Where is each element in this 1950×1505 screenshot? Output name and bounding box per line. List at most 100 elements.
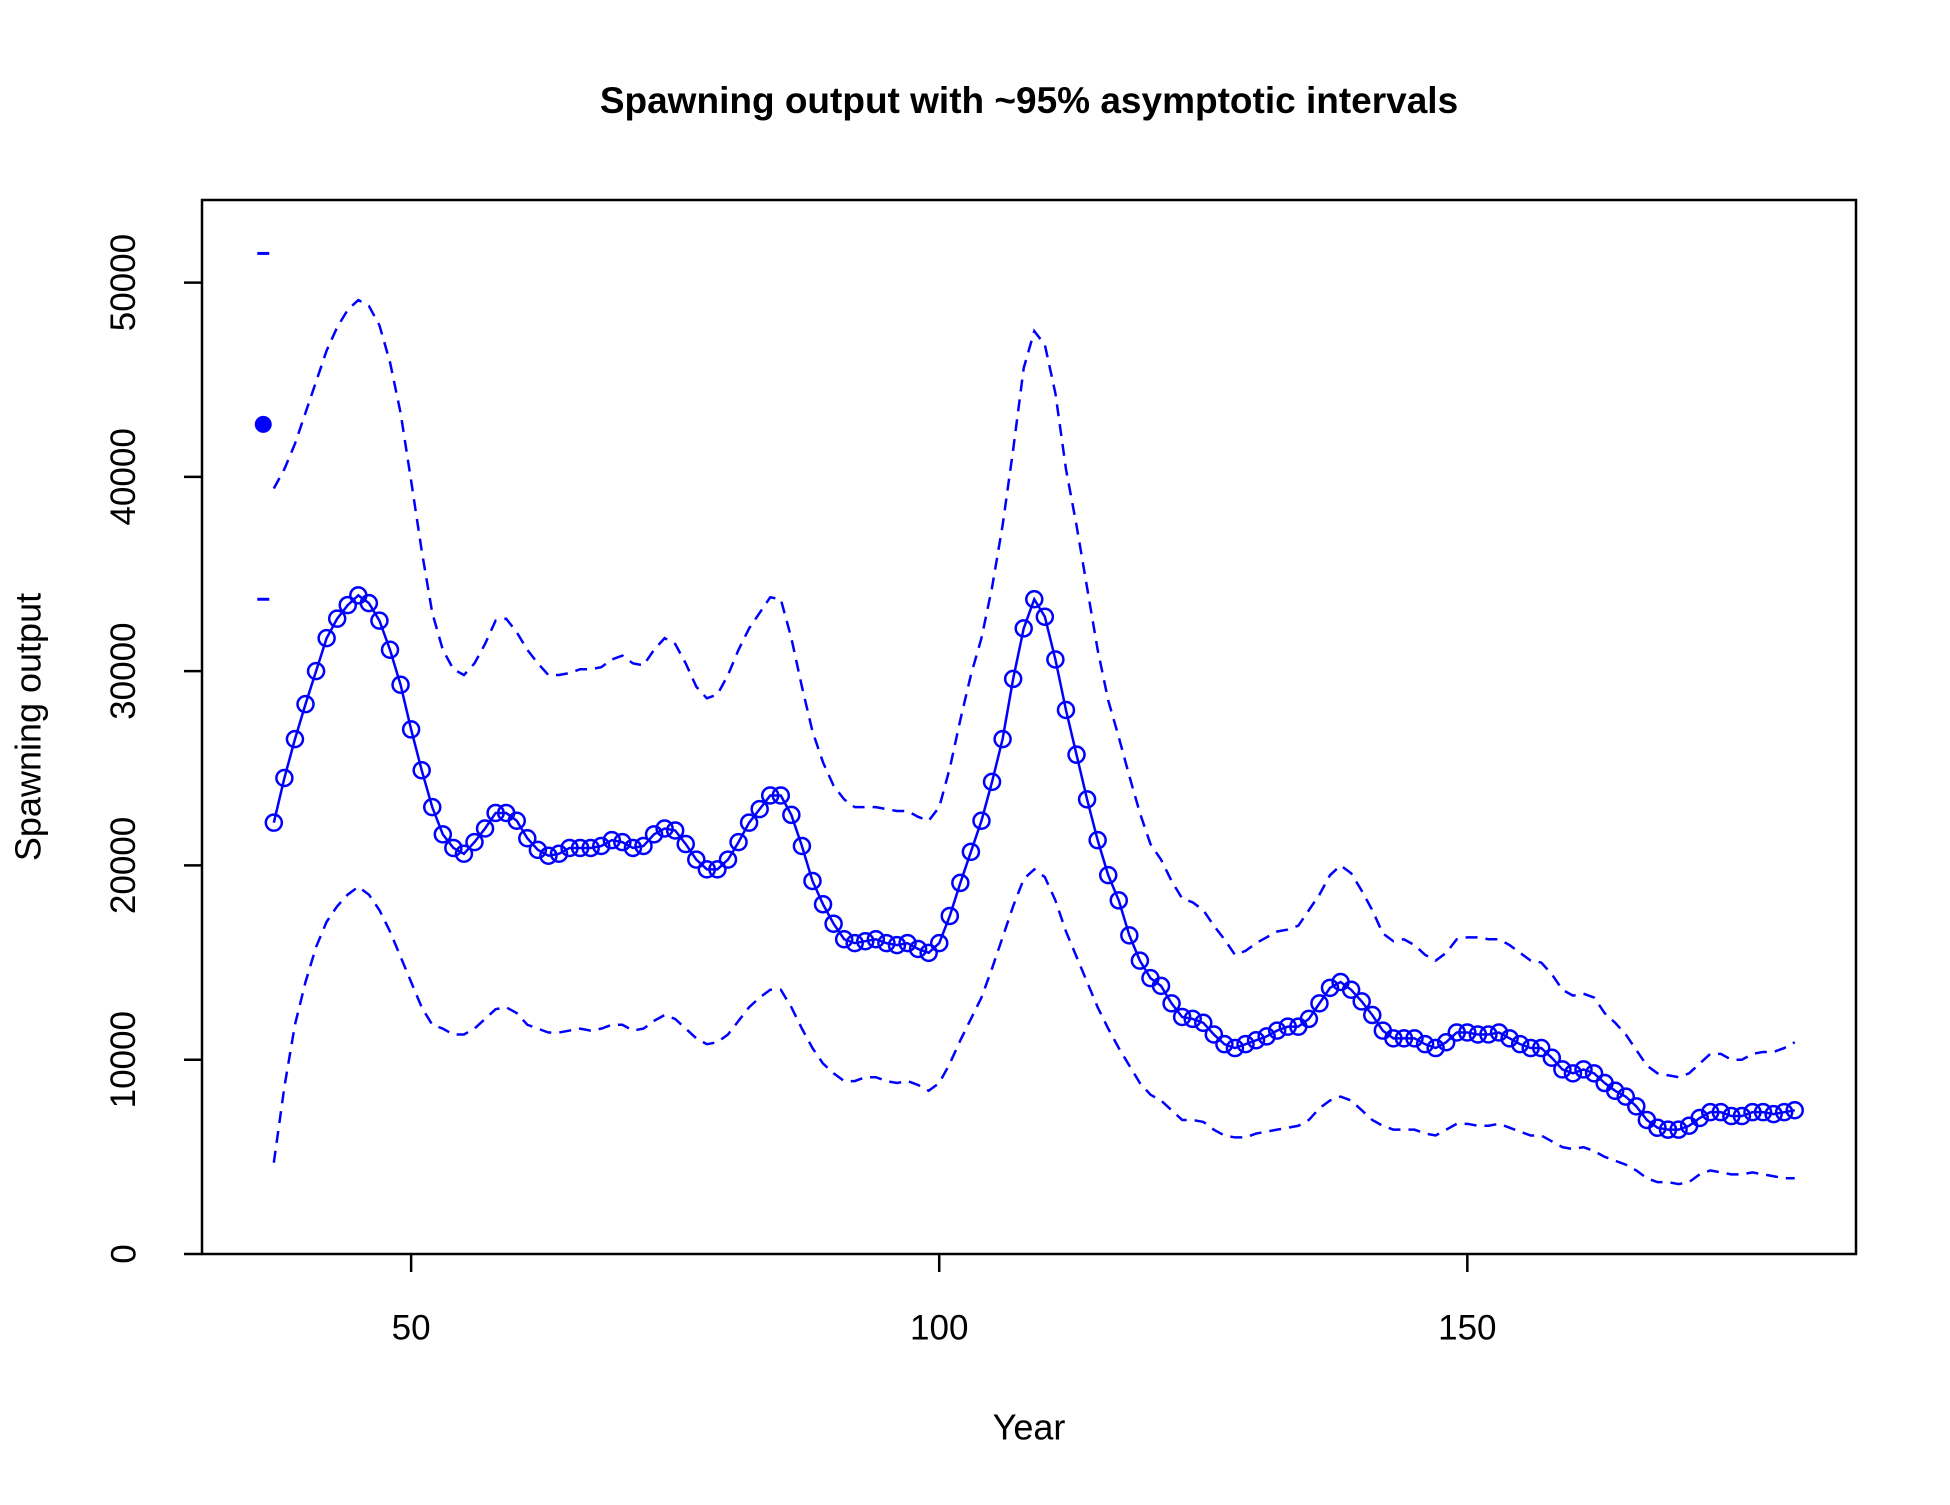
series-point — [1067, 745, 1086, 764]
series-point — [634, 836, 653, 856]
series-point — [972, 811, 991, 830]
series-point — [1468, 1025, 1488, 1044]
series-point — [877, 933, 896, 953]
x-tick-label: 100 — [910, 1308, 968, 1347]
series-point — [570, 838, 590, 858]
series-point — [676, 834, 695, 854]
y-tick-label: 10000 — [104, 1011, 143, 1108]
series-point — [1764, 1104, 1783, 1124]
series-point — [475, 819, 495, 838]
series-point — [1098, 865, 1118, 885]
series-point — [1341, 980, 1361, 1000]
series-point — [1510, 1034, 1530, 1054]
series-point — [1278, 1017, 1298, 1036]
series-point — [1014, 619, 1033, 638]
series-point — [401, 720, 421, 739]
series-point — [1584, 1064, 1604, 1083]
series-point — [1035, 607, 1055, 626]
series-point — [1320, 978, 1340, 998]
series-point — [718, 850, 738, 869]
series-point — [1267, 1021, 1287, 1040]
series-point — [1732, 1106, 1752, 1126]
series-point — [1743, 1102, 1762, 1122]
interval-line — [272, 298, 1796, 1079]
series-point — [454, 844, 474, 864]
series-point — [803, 871, 822, 891]
series-point — [1489, 1023, 1509, 1042]
series-point — [591, 836, 611, 856]
series-point — [982, 772, 1002, 792]
series-point — [644, 825, 664, 844]
series-point — [1458, 1023, 1477, 1042]
series-point — [306, 661, 326, 681]
series-point — [1003, 669, 1023, 689]
series-point — [1669, 1120, 1688, 1139]
series-point — [423, 797, 442, 817]
series-point — [581, 838, 600, 858]
series-point — [1753, 1102, 1773, 1122]
series-point — [296, 694, 315, 714]
series-point — [549, 844, 569, 864]
series-point — [1077, 790, 1097, 809]
series-point — [1130, 951, 1150, 970]
series-point — [1722, 1106, 1741, 1126]
series-point — [813, 895, 833, 914]
series-point — [433, 825, 453, 844]
series-point — [792, 836, 812, 856]
series-point — [1162, 994, 1181, 1013]
series-point — [1056, 700, 1076, 720]
series-point — [951, 873, 970, 893]
series-point — [1785, 1100, 1804, 1120]
y-tick-label: 0 — [104, 1244, 143, 1263]
series-point — [1394, 1029, 1414, 1048]
series-point — [771, 786, 791, 805]
series-point — [687, 850, 706, 869]
series-point — [887, 935, 907, 955]
x-tick-label: 150 — [1438, 1308, 1496, 1347]
series-point — [750, 799, 769, 819]
series-point — [1204, 1025, 1224, 1044]
series-line — [272, 593, 1795, 1131]
series-point — [1299, 1009, 1319, 1029]
chart-title: Spawning output with ~95% asymptotic int… — [600, 80, 1458, 121]
interval-line — [272, 867, 1795, 1186]
series-point — [655, 819, 674, 838]
series-point — [1151, 976, 1171, 996]
series-point — [264, 813, 284, 832]
series-point — [528, 840, 548, 860]
series-point — [1563, 1064, 1583, 1083]
series-point — [1384, 1029, 1403, 1048]
virgin-point — [254, 415, 272, 433]
series-point — [1605, 1081, 1625, 1101]
series-point — [1172, 1007, 1192, 1027]
series-point — [539, 846, 558, 865]
series-point — [739, 813, 759, 832]
series-point — [1553, 1060, 1572, 1079]
series-point — [317, 628, 336, 648]
series-point — [1310, 994, 1329, 1013]
series-point — [338, 595, 358, 615]
series-point — [919, 943, 938, 963]
series-point — [370, 611, 389, 630]
series-point — [602, 830, 622, 850]
y-tick-label: 20000 — [104, 817, 143, 914]
series-point — [1711, 1102, 1731, 1122]
series-point — [845, 933, 864, 953]
series-point — [1415, 1034, 1435, 1054]
series-point — [993, 729, 1012, 749]
series-point — [1215, 1034, 1234, 1054]
series-point — [486, 803, 505, 823]
series-point — [507, 811, 526, 830]
series-point — [1690, 1108, 1709, 1128]
series-point — [1025, 590, 1044, 609]
series-point — [285, 729, 305, 749]
series-point — [940, 906, 960, 926]
series-point — [518, 828, 537, 848]
series-point — [1574, 1060, 1593, 1079]
x-tick-label: 50 — [392, 1308, 431, 1347]
series-point — [929, 933, 949, 953]
series-point — [1447, 1023, 1467, 1042]
series-point — [1542, 1048, 1562, 1068]
series-point — [1183, 1009, 1202, 1029]
